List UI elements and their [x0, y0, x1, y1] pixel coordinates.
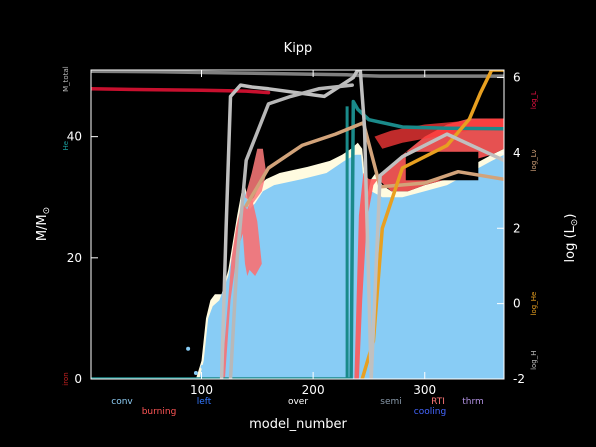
y-axis-left-label-group: M/M⊙ — [35, 207, 52, 241]
y-axis-left-label: M/M — [35, 214, 50, 241]
chart-title: Kipp — [284, 41, 313, 56]
series-line-log-lh-2 — [228, 83, 354, 379]
y-right-tick-label: 6 — [513, 71, 521, 85]
y-left-tick-label: 20 — [67, 251, 82, 265]
legend-item-semi: semi — [380, 397, 402, 407]
burning-region-core-inner — [374, 118, 504, 149]
x-axis-label: model_number — [249, 417, 347, 432]
y-left-tick-label: 40 — [67, 130, 82, 144]
legend-item-burning: burning — [142, 407, 177, 417]
svg-text:M/M⊙: M/M⊙ — [35, 207, 52, 241]
series-line-he-core — [91, 99, 504, 379]
right-side-label-loglhe: log_He — [530, 292, 538, 316]
y-right-tick-label: 4 — [513, 146, 521, 160]
legend-item-conv: conv — [111, 397, 133, 407]
right-side-label-loglnu: log_Lν — [530, 149, 538, 171]
x-tick-label: 200 — [302, 383, 325, 397]
burning-region-core — [354, 118, 504, 379]
burning-region-early — [245, 148, 267, 204]
series-lines — [91, 70, 504, 379]
left-side-label-iron: iron — [62, 372, 70, 385]
axis-ticks: 100 200 300 0 20 40 -2 0 2 4 6 — [67, 70, 525, 397]
y-right-tick-label: -2 — [513, 372, 525, 386]
series-line-log-lhe — [360, 70, 504, 379]
y-right-tick-label: 2 — [513, 221, 521, 235]
convection-dot — [200, 364, 205, 369]
x-tick-label: 300 — [413, 383, 436, 397]
y-axis-right-label-group: log (L⊙) — [563, 214, 580, 263]
y-axis-left-label-sub: ⊙ — [42, 207, 52, 215]
legend-item-left: left — [197, 397, 212, 407]
svg-text:log (L⊙): log (L⊙) — [563, 214, 580, 263]
legend-item-cooling: cooling — [414, 407, 446, 417]
right-side-labels: log_L log_Lν log_He log_H — [530, 91, 538, 370]
convection-dot — [193, 370, 198, 375]
series-line-log-lh — [219, 70, 504, 379]
y-left-tick-label: 0 — [74, 372, 82, 386]
burning-region-low — [221, 197, 262, 379]
plot-frame — [90, 69, 505, 380]
y-right-tick-label: 0 — [513, 297, 521, 311]
left-side-label-mtotal: M_total — [62, 66, 70, 92]
convection-dot — [186, 346, 191, 351]
left-side-labels: M_total He iron — [62, 66, 70, 385]
y-axis-right-label: log (L — [563, 225, 578, 262]
y-axis-right-label-close: ) — [563, 214, 578, 219]
legend-item-thrm: thrm — [462, 397, 484, 407]
right-side-label-loglh: log_H — [530, 350, 538, 369]
mixing-regions — [186, 106, 504, 379]
series-line-log-l — [91, 87, 271, 95]
y-axis-right-label-sub: ⊙ — [570, 219, 580, 227]
right-side-label-logl: log_L — [530, 91, 538, 109]
legend-item-rti: RTI — [431, 397, 445, 407]
legend-item-over: over — [288, 397, 308, 407]
left-side-label-he: He — [62, 141, 70, 151]
he-core-edge-line — [345, 106, 349, 379]
series-line-m-total — [91, 70, 504, 78]
x-tick-label: 100 — [190, 383, 213, 397]
